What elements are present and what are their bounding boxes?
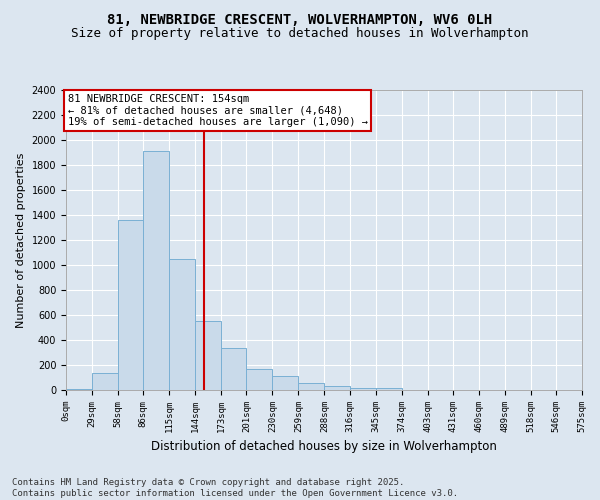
Bar bbox=[118, 220, 143, 390]
Text: 81, NEWBRIDGE CRESCENT, WOLVERHAMPTON, WV6 0LH: 81, NEWBRIDGE CRESCENT, WOLVERHAMPTON, W… bbox=[107, 12, 493, 26]
Text: 81 NEWBRIDGE CRESCENT: 154sqm
← 81% of detached houses are smaller (4,648)
19% o: 81 NEWBRIDGE CRESCENT: 154sqm ← 81% of d… bbox=[68, 94, 368, 127]
Text: Contains HM Land Registry data © Crown copyright and database right 2025.
Contai: Contains HM Land Registry data © Crown c… bbox=[12, 478, 458, 498]
Bar bbox=[92, 372, 118, 390]
Bar bbox=[325, 386, 350, 390]
Bar bbox=[272, 376, 298, 390]
Bar bbox=[247, 369, 272, 390]
Y-axis label: Number of detached properties: Number of detached properties bbox=[16, 152, 26, 328]
Text: Size of property relative to detached houses in Wolverhampton: Size of property relative to detached ho… bbox=[71, 28, 529, 40]
Bar bbox=[350, 388, 376, 390]
Bar bbox=[169, 259, 195, 390]
Bar bbox=[195, 320, 221, 390]
Bar bbox=[143, 151, 169, 390]
Bar bbox=[298, 382, 325, 390]
X-axis label: Distribution of detached houses by size in Wolverhampton: Distribution of detached houses by size … bbox=[151, 440, 497, 454]
Bar bbox=[376, 388, 401, 390]
Bar bbox=[221, 348, 247, 390]
